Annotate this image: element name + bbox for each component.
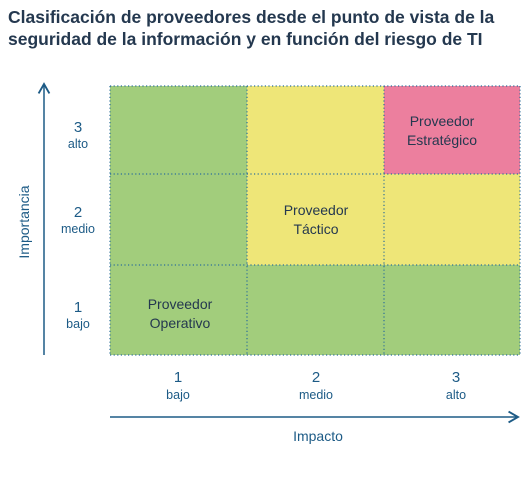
- y-tick-number: 1: [74, 299, 82, 316]
- matrix-cell-r1-c1: [110, 265, 247, 355]
- x-tick-word: bajo: [166, 388, 190, 402]
- cell-label-line: Proveedor: [148, 296, 213, 312]
- title-line-1: Clasificación de proveedores desde el pu…: [8, 7, 495, 27]
- cell-label-line: Operativo: [150, 315, 211, 331]
- x-tick-word: alto: [446, 388, 466, 402]
- title-line-2: seguridad de la información y en función…: [8, 29, 483, 49]
- matrix-cell-r3-c3: [384, 86, 520, 174]
- x-axis-title: Impacto: [293, 428, 343, 444]
- x-tick-number: 3: [452, 369, 460, 386]
- matrix-cell-r2-c2: [247, 174, 384, 265]
- matrix-gridlines: [109, 85, 521, 356]
- cell-label-r1-c1: Proveedor Operativo: [148, 296, 213, 331]
- matrix-cells: [110, 86, 520, 355]
- matrix-cell-r2-c1: [110, 174, 247, 265]
- y-tick-word: alto: [68, 137, 88, 151]
- y-tick-word: bajo: [66, 317, 90, 331]
- matrix-cell-r2-c3: [384, 174, 520, 265]
- x-axis-ticks: 1 bajo 2 medio 3 alto: [166, 369, 466, 402]
- y-tick-number: 3: [74, 119, 82, 136]
- y-tick-number: 2: [74, 204, 82, 221]
- y-tick-word: medio: [61, 222, 95, 236]
- y-axis-title: Importancia: [16, 185, 32, 258]
- matrix-cell-r1-c3: [384, 265, 520, 355]
- cell-label-line: Proveedor: [410, 113, 475, 129]
- diagram-title: Clasificación de proveedores desde el pu…: [8, 6, 518, 50]
- cell-label-line: Estratégico: [407, 132, 477, 148]
- matrix-cell-r3-c2: [247, 86, 384, 174]
- matrix-cell-r1-c2: [247, 265, 384, 355]
- matrix-cell-r3-c1: [110, 86, 247, 174]
- cell-label-r2-c2: Proveedor Táctico: [284, 202, 349, 237]
- x-tick-word: medio: [299, 388, 333, 402]
- cell-label-line: Táctico: [293, 221, 338, 237]
- cell-label-line: Proveedor: [284, 202, 349, 218]
- cell-label-r3-c3: Proveedor Estratégico: [407, 113, 477, 148]
- x-tick-number: 1: [174, 369, 182, 386]
- x-tick-number: 2: [312, 369, 320, 386]
